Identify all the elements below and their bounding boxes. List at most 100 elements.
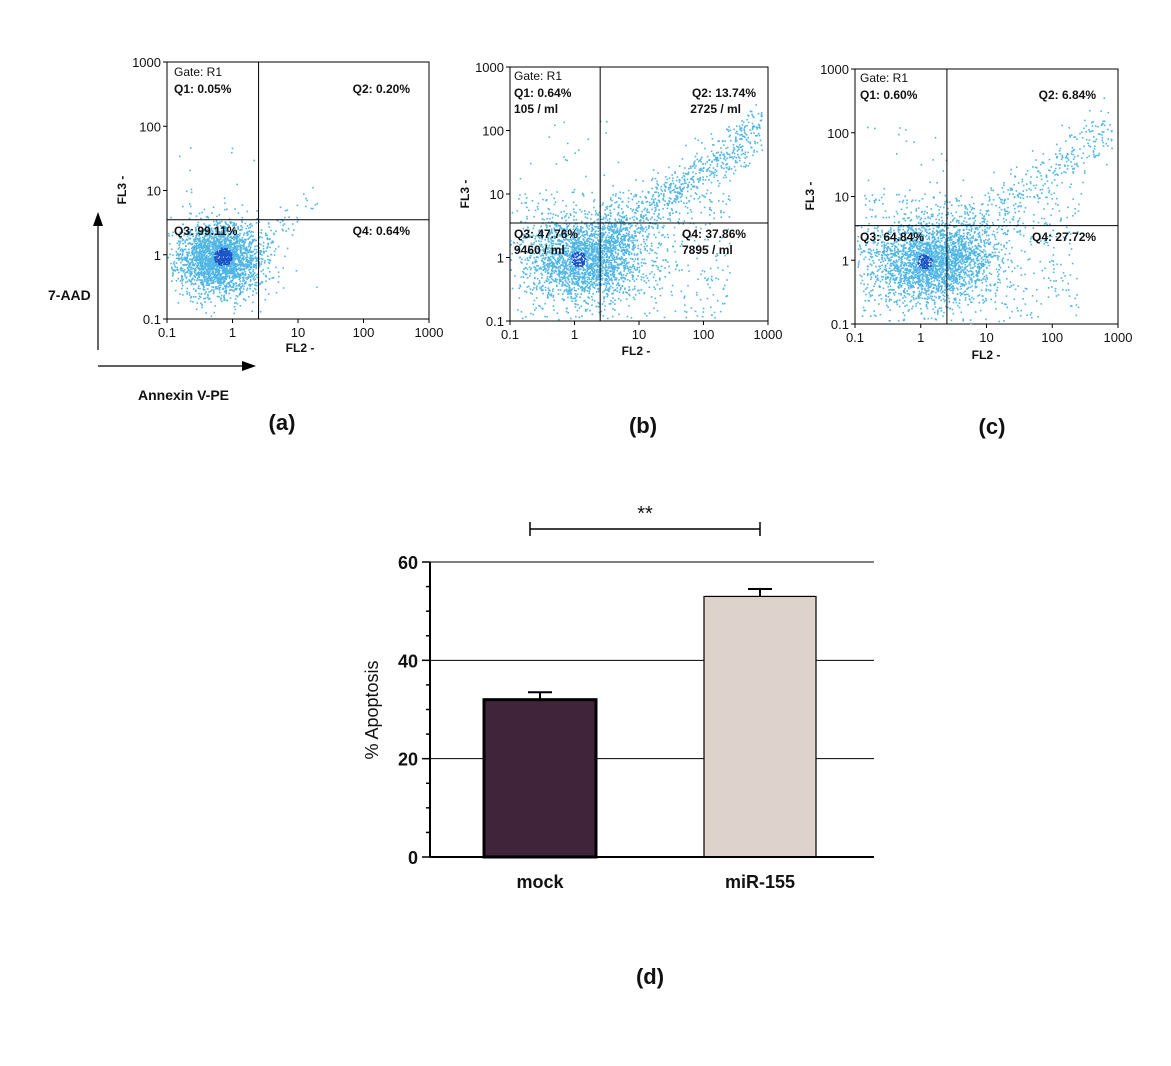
scatter-dot [179, 249, 182, 252]
scatter-dot [220, 247, 223, 249]
scatter-dot [545, 224, 547, 226]
scatter-dot [606, 240, 609, 242]
scatter-dot [690, 184, 693, 186]
scatter-dot [610, 265, 613, 267]
scatter-dot [558, 273, 560, 275]
scatter-dot [225, 270, 228, 272]
scatter-dot [555, 262, 557, 264]
scatter-dot [248, 249, 251, 251]
scatter-dot [594, 262, 597, 265]
scatter-dot [233, 239, 235, 241]
scatter-dot [534, 268, 537, 271]
scatter-dot [221, 270, 224, 273]
scatter-dot [525, 237, 527, 239]
scatter-dot [616, 290, 619, 292]
scatter-dot [208, 233, 210, 236]
scatter-dot [232, 272, 235, 274]
scatter-dot [701, 168, 703, 171]
scatter-dot [575, 295, 578, 298]
scatter-dot [638, 220, 641, 222]
scatter-dot [213, 261, 216, 263]
scatter-dot [198, 234, 201, 237]
scatter-dot [179, 253, 182, 256]
scatter-dot [260, 229, 263, 231]
scatter-dot [233, 290, 235, 292]
scatter-dot [587, 259, 589, 262]
scatter-dot [212, 271, 215, 274]
scatter-dot [526, 268, 529, 271]
scatter-dot [539, 232, 542, 235]
scatter-dot [628, 233, 631, 236]
scatter-dot [561, 285, 563, 287]
scatter-dot [239, 305, 242, 307]
scatter-dot [717, 185, 720, 187]
scatter-dot [213, 278, 216, 281]
scatter-dot [551, 247, 554, 249]
scatter-dot [581, 266, 583, 269]
scatter-dot [190, 261, 192, 264]
scatter-dot [223, 208, 226, 211]
scatter-dot [605, 269, 607, 272]
scatter-dot [523, 272, 525, 274]
scatter-dot [593, 259, 595, 261]
scatter-dot [576, 228, 579, 230]
scatter-dot [228, 239, 231, 242]
scatter-dot [550, 253, 553, 255]
scatter-dot [193, 240, 195, 242]
scatter-dot [570, 231, 573, 234]
scatter-dot [303, 193, 305, 195]
scatter-dot [581, 251, 584, 254]
scatter-dot [572, 238, 574, 240]
scatter-dot [234, 308, 237, 311]
scatter-dot [588, 292, 590, 295]
scatter-dot [646, 277, 649, 279]
scatter-dot [628, 261, 630, 264]
scatter-dot [636, 254, 638, 256]
scatter-dot [573, 250, 576, 253]
scatter-dot [581, 262, 584, 264]
scatter-dot [203, 276, 206, 278]
scatter-dot [237, 264, 239, 267]
scatter-dot [511, 252, 513, 255]
scatter-dot [250, 256, 253, 259]
scatter-dot [601, 253, 604, 256]
scatter-dot [545, 254, 548, 256]
scatter-dot [170, 216, 172, 219]
scatter-dot [549, 247, 552, 250]
scatter-dot [629, 222, 631, 225]
scatter-dot [218, 254, 220, 256]
scatter-dot [559, 267, 562, 269]
scatter-dot [544, 286, 547, 289]
scatter-dot [657, 224, 659, 226]
scatter-dot [253, 253, 256, 255]
scatter-dot [250, 261, 253, 264]
scatter-dot [618, 313, 620, 316]
scatter-dot [195, 228, 197, 230]
scatter-dot [678, 165, 681, 167]
scatter-dot [585, 251, 587, 253]
scatter-dot [239, 286, 242, 288]
scatter-dot [602, 315, 605, 317]
scatter-dot [604, 239, 606, 242]
scatter-dot [235, 240, 237, 243]
scatter-dot [167, 232, 170, 235]
scatter-dot [597, 250, 599, 252]
scatter-dot [209, 279, 212, 282]
scatter-dot [213, 289, 215, 291]
scatter-dot [272, 276, 275, 279]
scatter-dot [205, 312, 207, 314]
scatter-dot [575, 256, 577, 259]
scatter-dot [550, 294, 553, 297]
scatter-dot [177, 248, 180, 250]
scatter-dot [624, 267, 626, 269]
scatter-dot [209, 263, 212, 265]
scatter-dot [235, 267, 237, 270]
scatter-dot [268, 271, 271, 273]
scatter-dot [637, 275, 639, 277]
scatter-dot [209, 271, 211, 273]
scatter-dot [235, 232, 238, 235]
scatter-dot [198, 273, 201, 276]
scatter-dot [530, 242, 532, 245]
scatter-dot [587, 303, 589, 305]
scatter-dot [637, 258, 639, 261]
